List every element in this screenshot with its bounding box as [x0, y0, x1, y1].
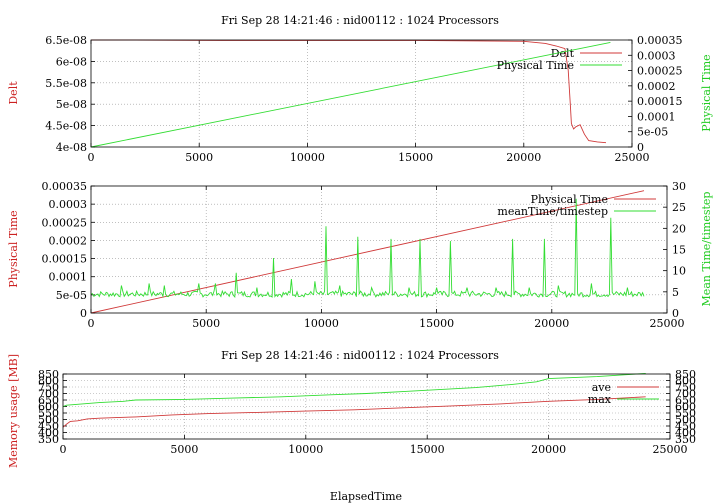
- x-tick-label: 15000: [410, 443, 445, 456]
- x-tick-label: 25000: [650, 317, 685, 330]
- chart2-ylabel-right: Mean Time/timestep: [700, 192, 713, 307]
- y-tick-label-right: 25: [672, 201, 686, 214]
- x-tick-label: 20000: [506, 151, 541, 164]
- plot-frame: [90, 185, 668, 314]
- series-line-delt: [91, 39, 607, 144]
- series-line-physical-time: [90, 41, 611, 148]
- x-tick-label: 0: [88, 151, 95, 164]
- y-tick-label-left: 0.00015: [42, 253, 88, 266]
- y-tick-label-right: 20: [672, 222, 686, 235]
- y-tick-label-left: 0.0001: [49, 271, 88, 284]
- y-tick-label-left: 850: [38, 368, 59, 381]
- y-tick-label-right: 400: [675, 427, 696, 440]
- y-tick-label-left: 600: [38, 401, 59, 414]
- y-tick-label-left: 800: [38, 375, 59, 388]
- y-tick-label-right: 600: [675, 401, 696, 414]
- y-tick-label-right: 700: [675, 388, 696, 401]
- legend-label: Delt: [551, 47, 575, 60]
- x-tick-label: 0: [88, 317, 95, 330]
- y-tick-label-left: 4e-08: [56, 141, 87, 154]
- chart-1: 0 5000 10000 15000 20000 25000 4e-08 4.5e-08 5e-…: [45, 34, 682, 164]
- y-tick-label-right: 0.0003: [637, 49, 676, 62]
- y-tick-label-right: 0.0001: [637, 110, 676, 123]
- y-tick-label-right: 0.00025: [637, 65, 683, 78]
- chart-3: 0 5000 10000 15000 20000 25000350400450500550…: [38, 368, 696, 456]
- series-line-max: [62, 372, 646, 407]
- chart-2: 0 5000 10000 15000 20000 2500005e-050.00010.0…: [42, 180, 687, 330]
- y-tick-label-right: 550: [675, 407, 696, 420]
- legend-label: meanTime/timestep: [497, 205, 608, 218]
- legend-label: max: [588, 393, 612, 406]
- chart3-ylabel-left: Memory usage [MB]: [7, 354, 20, 468]
- y-tick-label-left: 0.00025: [42, 216, 88, 229]
- y-tick-label-right: 0.00015: [637, 95, 683, 108]
- y-tick-label-left: 0.0002: [49, 234, 88, 247]
- y-tick-label-left: 450: [38, 420, 59, 433]
- chart3-xlabel: ElapsedTime: [330, 490, 402, 503]
- y-tick-label-right: 5: [672, 286, 679, 299]
- plot-frame: [62, 373, 671, 440]
- y-tick-label-right: 0: [637, 141, 644, 154]
- y-tick-label-left: 5.5e-08: [45, 77, 87, 90]
- y-tick-label-left: 0.0003: [49, 198, 88, 211]
- chart3-title: Fri Sep 28 14:21:46 : nid00112 : 1024 Pr…: [221, 349, 499, 362]
- y-tick-label-right: 30: [672, 180, 686, 193]
- plot-frame: [90, 39, 633, 148]
- chart1-title: Fri Sep 28 14:21:46 : nid00112 : 1024 Pr…: [221, 14, 499, 27]
- series-line-ave: [62, 396, 646, 428]
- chart2-ylabel-left: Physical Time: [7, 210, 20, 287]
- x-tick-label: 20000: [531, 443, 566, 456]
- y-tick-label-left: 6.5e-08: [45, 34, 87, 47]
- legend-label: Physical Time: [497, 59, 574, 72]
- y-tick-label-left: 0.00035: [42, 180, 88, 193]
- y-tick-label-left: 750: [38, 381, 59, 394]
- y-tick-label-right: 15: [672, 244, 686, 257]
- x-tick-label: 25000: [653, 443, 688, 456]
- legend-label: ave: [592, 381, 611, 394]
- y-tick-label-left: 650: [38, 394, 59, 407]
- x-tick-label: 15000: [419, 317, 454, 330]
- y-tick-label-left: 6e-08: [56, 55, 87, 68]
- y-tick-label-left: 5e-08: [56, 98, 87, 111]
- x-tick-label: 5000: [185, 151, 213, 164]
- y-tick-label-right: 800: [675, 375, 696, 388]
- y-tick-label-right: 0: [672, 307, 679, 320]
- x-tick-label: 25000: [615, 151, 650, 164]
- y-tick-label-right: 5e-05: [637, 126, 668, 139]
- y-tick-label-right: 350: [675, 433, 696, 446]
- chart1-ylabel-right: Physical Time: [700, 54, 713, 131]
- y-tick-label-right: 500: [675, 414, 696, 427]
- y-tick-label-right: 0.00035: [637, 34, 683, 47]
- y-tick-label-right: 10: [672, 265, 686, 278]
- y-tick-label-right: 750: [675, 381, 696, 394]
- x-tick-label: 10000: [304, 317, 339, 330]
- y-tick-label-right: 650: [675, 394, 696, 407]
- x-tick-label: 5000: [170, 443, 198, 456]
- x-tick-label: 15000: [398, 151, 433, 164]
- y-tick-label-left: 5e-05: [56, 289, 87, 302]
- y-tick-label-left: 550: [38, 407, 59, 420]
- y-tick-label-right: 0.0002: [637, 80, 676, 93]
- x-tick-label: 20000: [534, 317, 569, 330]
- y-tick-label-right: 850: [675, 368, 696, 381]
- x-tick-label: 0: [60, 443, 67, 456]
- x-tick-label: 10000: [290, 151, 325, 164]
- y-tick-label-left: 350: [38, 433, 59, 446]
- y-tick-label-left: 700: [38, 388, 59, 401]
- series-line-physical-time: [90, 190, 645, 314]
- x-tick-label: 5000: [192, 317, 220, 330]
- y-tick-label-left: 400: [38, 427, 59, 440]
- legend-label: Physical Time: [531, 193, 608, 206]
- y-tick-label-right: 450: [675, 420, 696, 433]
- x-tick-label: 10000: [288, 443, 323, 456]
- y-tick-label-left: 4.5e-08: [45, 120, 87, 133]
- series-line-meantime-timestep: [90, 198, 645, 299]
- chart1-ylabel-left: Delt: [7, 81, 20, 105]
- y-tick-label-left: 0: [80, 307, 87, 320]
- y-tick-label-left: 500: [38, 414, 59, 427]
